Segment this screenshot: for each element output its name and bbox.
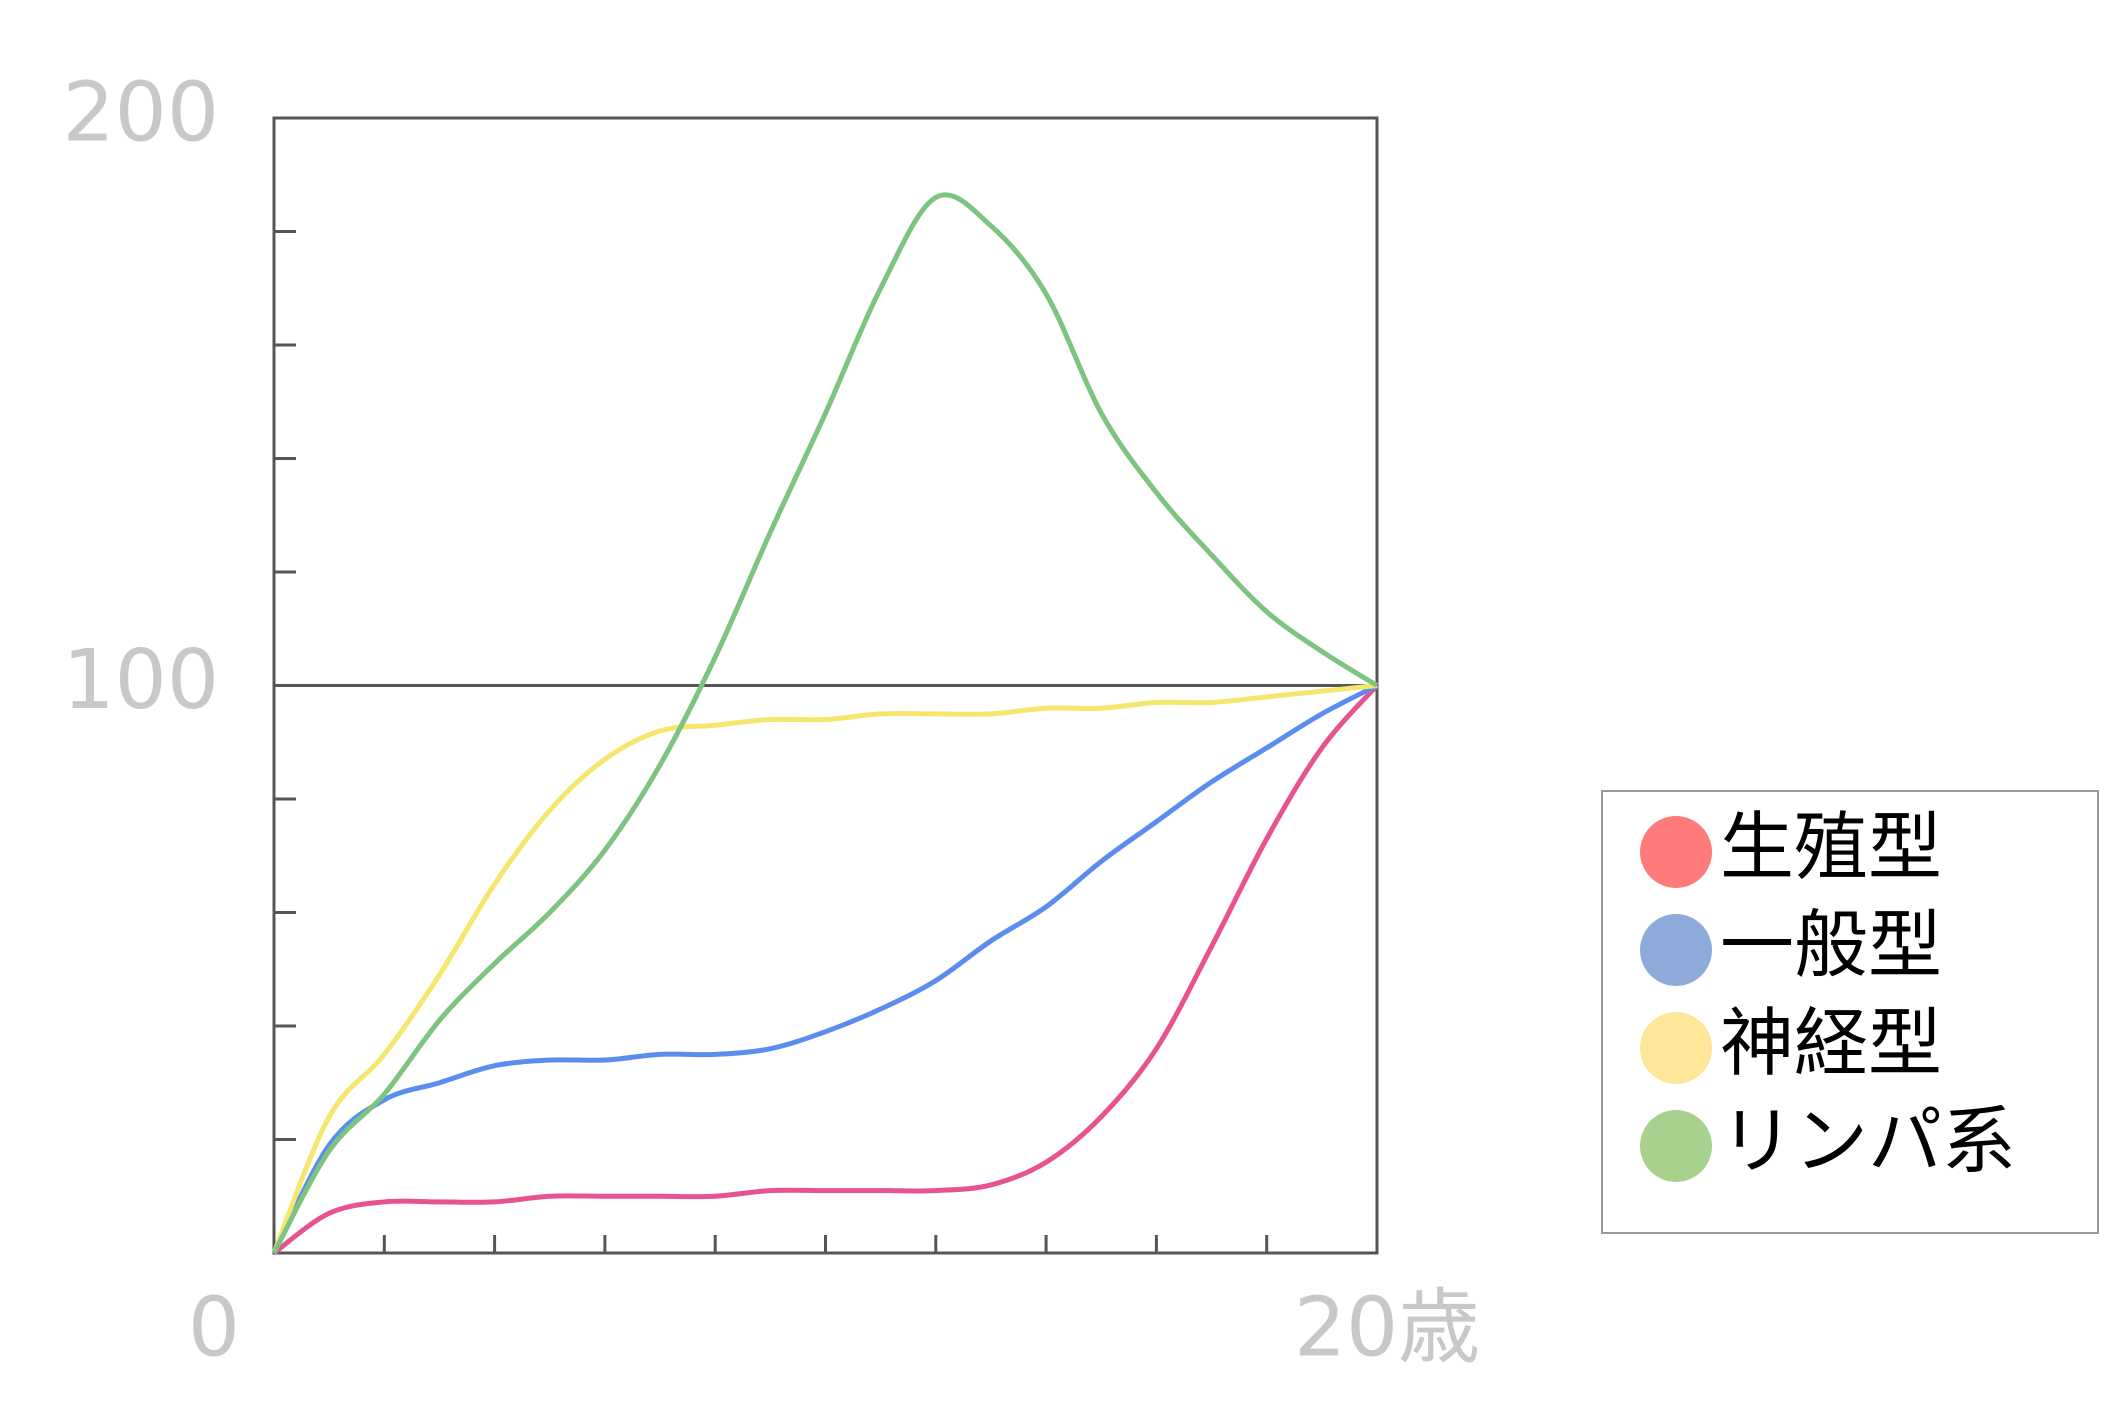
legend-label: 一般型 [1720, 903, 1942, 989]
x-tick-label: 20歳 [1294, 1280, 1480, 1375]
y-tick-label: 200 [62, 65, 219, 160]
series-line [272, 683, 1379, 1256]
legend-label: 神経型 [1720, 1001, 1942, 1087]
legend-marker [1640, 914, 1712, 986]
legend-label: 生殖型 [1720, 805, 1942, 891]
legend-marker [1640, 1012, 1712, 1084]
x-tick-label: 0 [188, 1280, 240, 1375]
y-tick-label: 100 [62, 633, 219, 728]
series-line [271, 683, 1379, 1255]
series-line [271, 192, 1379, 1255]
legend-marker [1640, 816, 1712, 888]
legend-label: リンパ系 [1720, 1099, 2016, 1185]
legend-marker [1640, 1110, 1712, 1182]
series-line [271, 683, 1378, 1254]
